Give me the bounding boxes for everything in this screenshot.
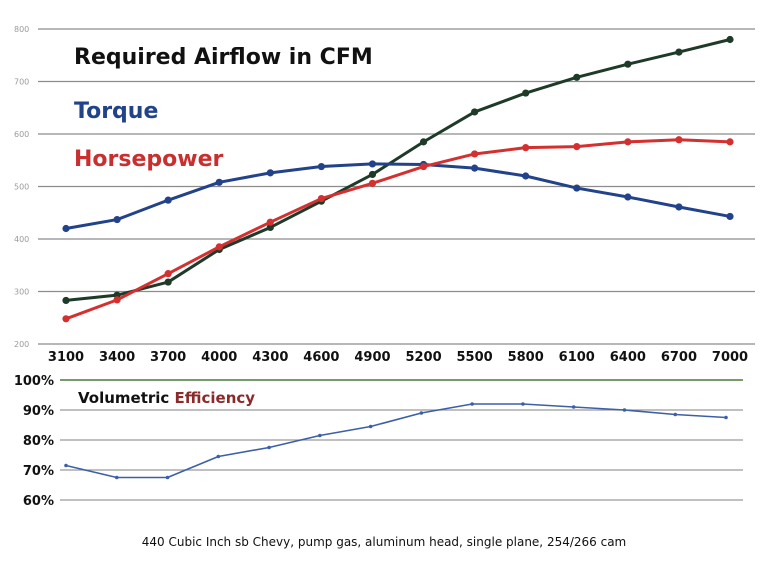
data-point-volumetric-efficiency (521, 402, 525, 406)
ve-chart-y-ticks: 60% 70% 80% 90% 100% (14, 374, 54, 509)
data-point-volumetric-efficiency (470, 402, 474, 406)
data-point-required-airflow-in-cfm (62, 296, 70, 305)
ve-y-tick-label: 70% (23, 464, 54, 479)
top-y-tick-label: 700 (14, 78, 29, 87)
data-point-required-airflow-in-cfm (368, 170, 377, 179)
ve-y-tick-label: 90% (23, 404, 54, 419)
top-x-tick-label: 4300 (252, 350, 288, 365)
data-point-volumetric-efficiency (724, 415, 728, 420)
data-point-required-airflow-in-cfm (573, 73, 581, 81)
data-point-torque (624, 193, 632, 201)
data-point-horsepower (522, 144, 530, 152)
data-point-volumetric-efficiency (673, 412, 678, 417)
data-point-horsepower (266, 218, 274, 226)
top-y-tick-label: 200 (14, 340, 29, 349)
series-line-volumetric-efficiency (65, 403, 727, 479)
top-x-tick-label: 6100 (559, 350, 595, 365)
ve-y-tick-label: 80% (23, 434, 54, 449)
data-point-horsepower (675, 136, 683, 144)
ve-chart-series (64, 402, 728, 480)
data-point-volumetric-efficiency (622, 408, 627, 412)
top-y-tick-label: 300 (14, 288, 29, 297)
data-point-horsepower (573, 143, 581, 151)
data-point-volumetric-efficiency (165, 475, 170, 480)
data-point-torque (522, 172, 530, 180)
data-point-torque (113, 215, 121, 224)
figure-caption: 440 Cubic Inch sb Chevy, pump gas, alumi… (142, 535, 627, 549)
top-y-tick-label: 500 (14, 183, 29, 192)
data-point-required-airflow-in-cfm (675, 48, 683, 56)
data-point-torque (62, 224, 70, 233)
top-chart-series (62, 35, 734, 323)
data-point-torque (471, 164, 479, 172)
data-point-torque (164, 196, 172, 204)
ve-title-part-a: Volumetric (78, 389, 175, 407)
data-point-volumetric-efficiency (64, 463, 68, 468)
top-x-tick-label: 4000 (201, 350, 237, 365)
series-line-required-airflow-in-cfm (64, 38, 732, 302)
data-point-torque (573, 184, 581, 192)
top-chart-x-ticks: 3100 3400 3700 4000 4300 4600 4900 5200 5500 5800… (48, 350, 748, 365)
data-point-volumetric-efficiency (368, 424, 373, 429)
data-point-torque (368, 160, 377, 168)
data-point-torque (266, 169, 274, 177)
top-x-tick-label: 4600 (303, 350, 339, 365)
legend-horsepower: Horsepower (74, 147, 223, 172)
data-point-horsepower (164, 270, 172, 278)
series-line-torque (64, 162, 732, 230)
data-point-horsepower (368, 179, 377, 187)
ve-chart-gridlines (60, 379, 743, 501)
data-point-horsepower (62, 315, 70, 323)
top-chart-gridlines (38, 28, 755, 345)
data-point-horsepower (113, 296, 121, 304)
data-point-volumetric-efficiency (114, 475, 119, 480)
data-point-horsepower (419, 162, 428, 171)
data-point-volumetric-efficiency (216, 454, 221, 459)
ve-y-tick-label: 60% (23, 494, 54, 509)
data-point-required-airflow-in-cfm (164, 278, 172, 286)
top-x-tick-label: 5200 (405, 350, 441, 365)
data-point-torque (317, 162, 325, 171)
data-point-volumetric-efficiency (419, 411, 424, 415)
ve-title-part-b: Efficiency (175, 389, 256, 407)
ve-chart-title: Volumetric Efficiency (78, 389, 255, 407)
data-point-horsepower (624, 138, 632, 146)
ve-y-tick-label: 100% (14, 374, 54, 389)
data-point-horsepower (471, 150, 479, 158)
top-x-tick-label: 5500 (457, 350, 493, 365)
top-x-tick-label: 3400 (99, 350, 135, 365)
top-x-tick-label: 5800 (508, 350, 544, 365)
chart-title: Required Airflow in CFM (74, 45, 373, 70)
top-x-tick-label: 6400 (610, 350, 646, 365)
top-x-tick-label: 3700 (150, 350, 186, 365)
data-point-horsepower (317, 194, 325, 203)
data-point-required-airflow-in-cfm (266, 223, 274, 232)
data-point-volumetric-efficiency (318, 433, 322, 438)
data-point-volumetric-efficiency (571, 405, 576, 409)
data-point-required-airflow-in-cfm (624, 60, 632, 68)
top-chart-y-ticks: 200 300 400 500 600 700 800 (14, 25, 29, 349)
top-y-tick-label: 800 (14, 25, 29, 34)
data-point-torque (675, 203, 683, 211)
top-y-tick-label: 400 (14, 235, 29, 244)
top-x-tick-label: 6700 (661, 350, 697, 365)
data-point-horsepower (215, 243, 223, 251)
data-point-required-airflow-in-cfm (726, 35, 734, 44)
legend-torque: Torque (74, 99, 158, 124)
data-point-torque (726, 212, 734, 221)
top-x-tick-label: 7000 (712, 350, 748, 365)
top-y-tick-label: 600 (14, 130, 29, 139)
data-point-required-airflow-in-cfm (419, 138, 428, 146)
data-point-required-airflow-in-cfm (522, 89, 530, 97)
series-line-horsepower (64, 138, 732, 321)
data-point-horsepower (726, 138, 734, 146)
data-point-torque (215, 178, 223, 186)
data-point-required-airflow-in-cfm (471, 108, 479, 116)
top-x-tick-label: 3100 (48, 350, 84, 365)
data-point-volumetric-efficiency (267, 445, 271, 450)
top-x-tick-label: 4900 (354, 350, 390, 365)
